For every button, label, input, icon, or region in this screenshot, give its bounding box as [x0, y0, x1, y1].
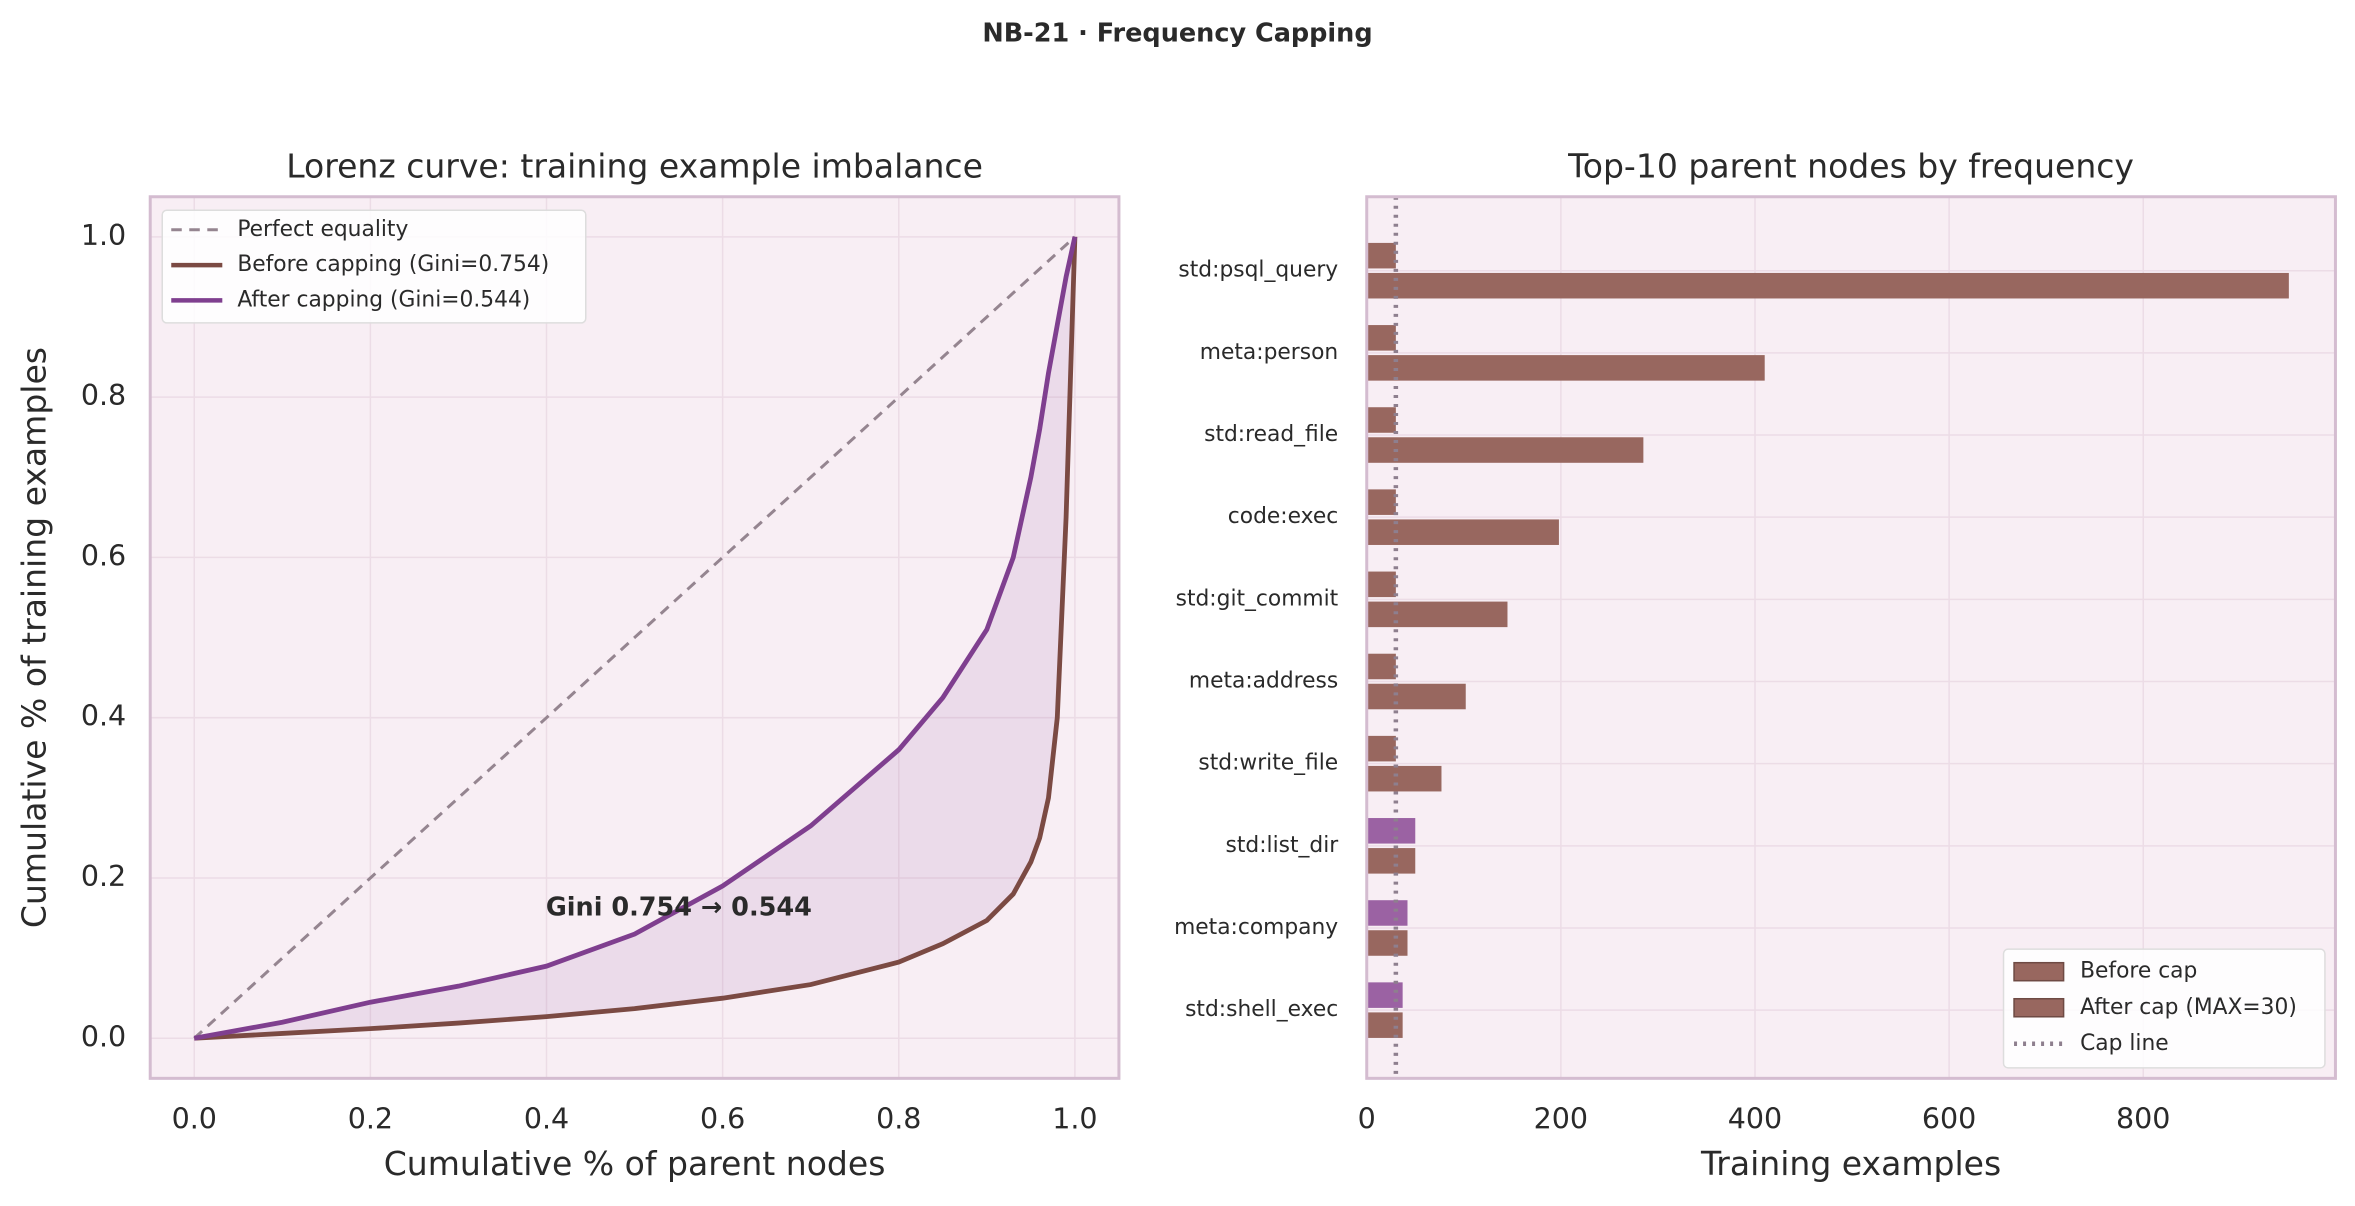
bar: [1366, 242, 1396, 269]
y-tick-label: std:list_dir: [1226, 833, 1339, 858]
y-tick-label: 0.0: [81, 1020, 126, 1053]
subplot-title: Top-10 parent nodes by frequency: [1567, 147, 2134, 186]
legend-swatch: [2013, 997, 2065, 1018]
bar: [1366, 407, 1396, 433]
bar: [1366, 818, 1416, 844]
x-tick-label: 0.8: [876, 1102, 921, 1135]
y-tick-label: std:psql_query: [1178, 258, 1338, 283]
x-axis-label: Cumulative % of parent nodes: [384, 1144, 886, 1183]
y-tick-label: 0.8: [81, 379, 126, 412]
bar: [1366, 437, 1644, 463]
plot-area: [1366, 196, 2336, 1079]
x-tick-label: 1.0: [1052, 1102, 1097, 1135]
legend-label: Perfect equality: [237, 217, 408, 242]
y-axis-label: Cumulative % of training examples: [15, 347, 54, 928]
bar: [1366, 571, 1396, 598]
x-tick-label: 0.2: [348, 1102, 393, 1135]
legend-label: Before cap: [2080, 959, 2197, 984]
gini-area: [194, 236, 1075, 1039]
y-tick-label: meta:person: [1200, 340, 1338, 365]
figure-title: NB-21 · Frequency Capping: [982, 19, 1372, 49]
x-tick-label: 800: [2116, 1102, 2170, 1135]
bar: [1366, 765, 1442, 792]
x-tick-label: 0.4: [524, 1102, 569, 1135]
y-tick-label: std:write_file: [1198, 751, 1338, 776]
y-tick-label: 0.4: [81, 700, 126, 733]
x-tick-label: 400: [1728, 1102, 1782, 1135]
x-tick-label: 200: [1534, 1102, 1588, 1135]
y-tick-label: meta:company: [1174, 915, 1338, 940]
bar: [1366, 355, 1765, 381]
legend-label: Before capping (Gini=0.754): [237, 252, 549, 277]
legend-box: [2002, 948, 2326, 1069]
plot-border: [1365, 195, 2337, 1080]
lorenz-line: [194, 236, 1078, 1041]
legend-label: After cap (MAX=30): [2080, 995, 2297, 1020]
y-tick-label: meta:address: [1189, 668, 1338, 693]
bar: [1366, 653, 1396, 680]
x-tick-label: 0: [1358, 1102, 1376, 1135]
bar: [1366, 325, 1396, 351]
bar: [1366, 982, 1403, 1008]
bar: [1366, 848, 1416, 874]
bar: [1366, 519, 1559, 545]
legend-box: [161, 209, 587, 324]
x-tick-label: 0.6: [700, 1102, 745, 1135]
y-tick-label: 1.0: [81, 219, 126, 252]
x-tick-label: 600: [1922, 1102, 1976, 1135]
y-tick-label: 0.2: [81, 860, 126, 893]
legend-label: After capping (Gini=0.544): [237, 287, 530, 312]
y-tick-label: std:shell_exec: [1185, 997, 1338, 1022]
x-tick-label: 0.0: [172, 1102, 217, 1135]
bar: [1366, 272, 2289, 299]
bar: [1366, 489, 1396, 515]
y-tick-label: std:read_file: [1204, 422, 1338, 447]
bar: [1366, 683, 1466, 710]
y-tick-label: std:git_commit: [1176, 586, 1339, 611]
legend-label: Cap line: [2080, 1031, 2169, 1056]
bar: [1366, 601, 1508, 628]
subplot-title: Lorenz curve: training example imbalance: [286, 147, 983, 186]
legend-swatch: [2013, 961, 2065, 982]
x-axis-label: Training examples: [1700, 1144, 2001, 1183]
y-tick-label: code:exec: [1228, 504, 1338, 529]
plot-border: [148, 195, 1121, 1080]
bar: [1366, 735, 1396, 762]
bar: [1366, 900, 1408, 926]
bar: [1366, 930, 1408, 956]
annotation: Gini 0.754 → 0.544: [546, 893, 812, 923]
bar: [1366, 1012, 1403, 1038]
lorenz-line: [193, 236, 1078, 1041]
lorenz-line: [193, 235, 1076, 1040]
y-tick-label: 0.6: [81, 539, 126, 572]
